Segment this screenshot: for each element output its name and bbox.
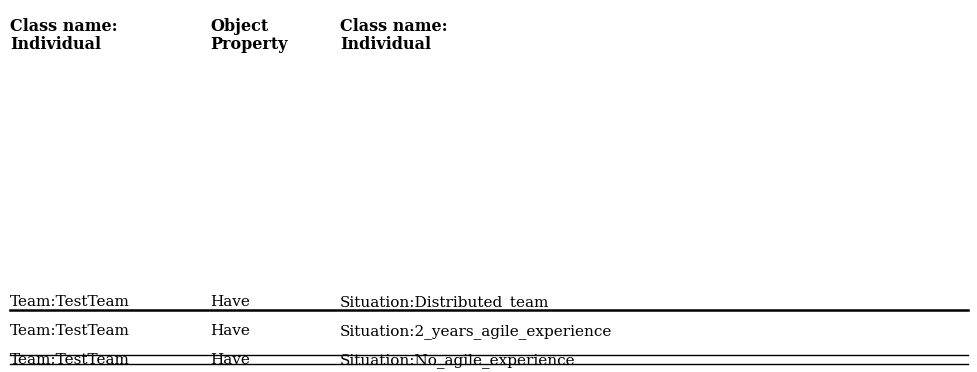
Text: Individual: Individual (10, 36, 101, 53)
Text: Situation:No_agile_experience: Situation:No_agile_experience (340, 353, 575, 368)
Text: Class name:: Class name: (10, 18, 117, 35)
Text: Object: Object (210, 18, 268, 35)
Text: Have: Have (210, 295, 249, 309)
Text: Have: Have (210, 353, 249, 367)
Text: Individual: Individual (340, 36, 431, 53)
Text: Team:TestTeam: Team:TestTeam (10, 353, 130, 367)
Text: Team:TestTeam: Team:TestTeam (10, 295, 130, 309)
Text: Property: Property (210, 36, 287, 53)
Text: Situation:2_years_agile_experience: Situation:2_years_agile_experience (340, 324, 612, 339)
Text: Situation:Distributed_team: Situation:Distributed_team (340, 295, 549, 310)
Text: Have: Have (210, 324, 249, 338)
Text: Class name:: Class name: (340, 18, 447, 35)
Text: Team:TestTeam: Team:TestTeam (10, 324, 130, 338)
